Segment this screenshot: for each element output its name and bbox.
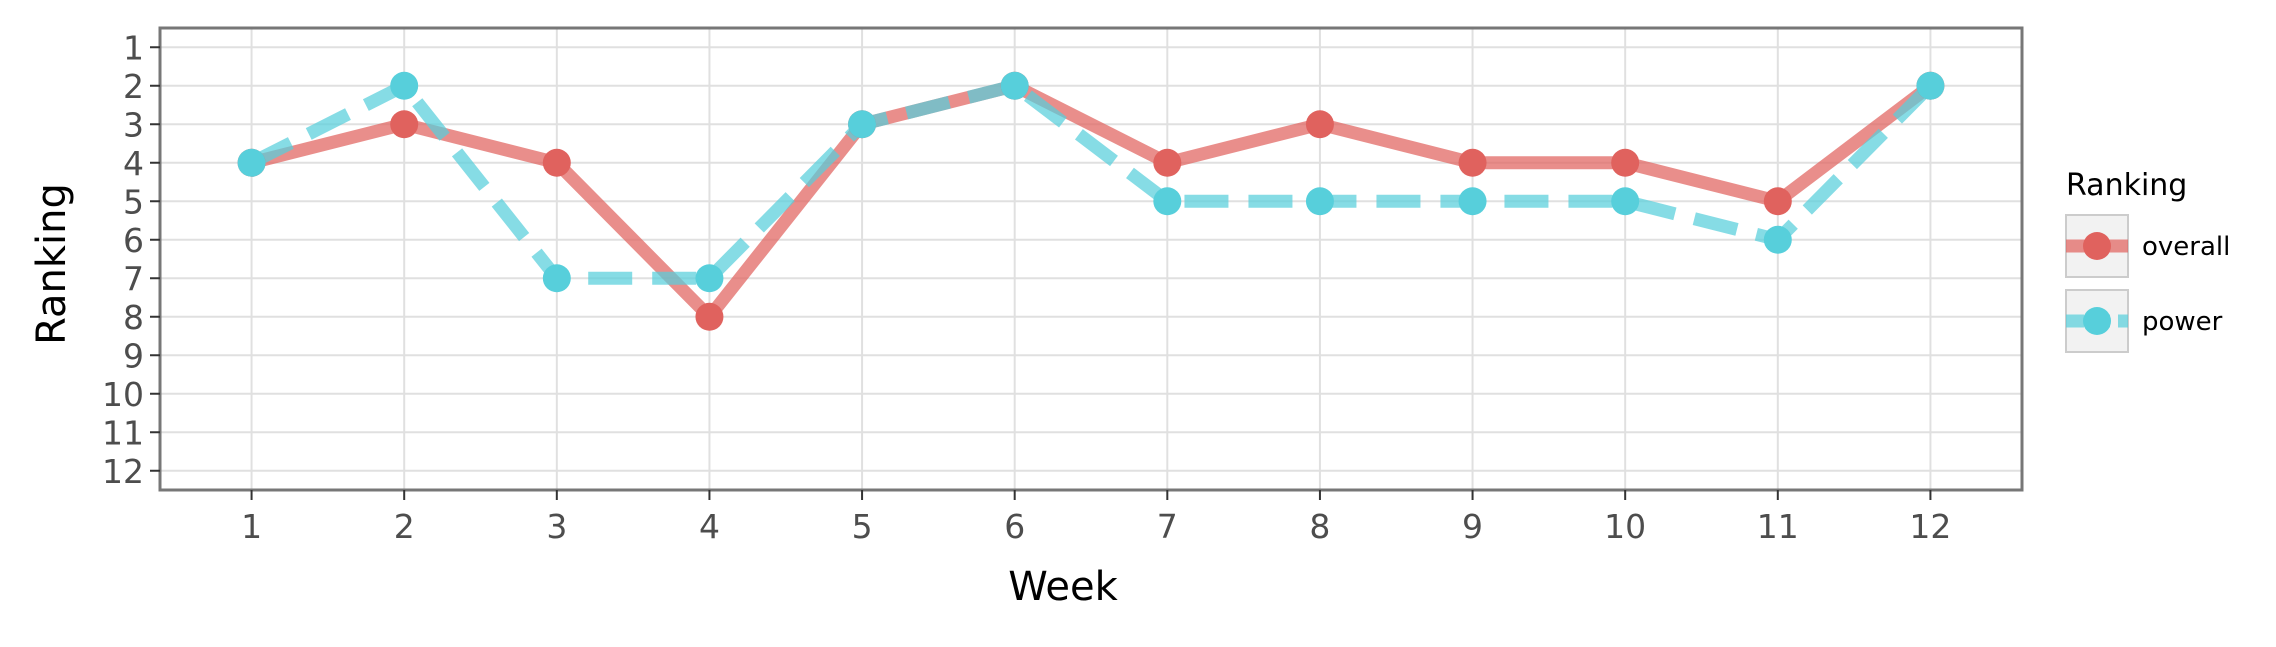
y-tick-label: 10 (102, 375, 144, 414)
legend-item-power: power (2065, 289, 2223, 353)
series-line-power (248, 79, 1936, 285)
x-tick-label: 3 (546, 507, 567, 546)
legend-key-point (2083, 232, 2111, 260)
legend-key-point (2083, 307, 2111, 335)
data-point-power (1000, 71, 1029, 100)
y-tick-label: 8 (123, 298, 144, 337)
data-point-power (1916, 71, 1945, 100)
series-lines (248, 79, 1936, 324)
data-point-overall (1611, 148, 1640, 177)
legend-label-power: power (2142, 307, 2223, 337)
grid-lines (160, 28, 2022, 490)
plot-panel (160, 28, 2022, 490)
y-tick-label: 6 (123, 221, 144, 260)
y-tick-label: 5 (123, 182, 144, 221)
y-axis-title: Ranking (29, 183, 75, 345)
y-tick-label: 3 (123, 105, 144, 144)
plot-border (158, 26, 2024, 492)
x-tick-label: 1 (241, 507, 262, 546)
x-tick-label: 11 (1757, 507, 1799, 546)
y-tick-label: 7 (123, 259, 144, 298)
x-axis-title: Week (1008, 564, 1118, 610)
x-tick-label: 5 (852, 507, 873, 546)
data-point-overall (1458, 148, 1487, 177)
x-tick-label: 12 (1909, 507, 1951, 546)
data-point-power (848, 110, 877, 139)
data-point-overall (695, 302, 724, 331)
legend-items: overall power (2065, 214, 2230, 353)
x-tick-label: 9 (1462, 507, 1483, 546)
data-point-power (1305, 187, 1334, 216)
y-tick-label: 2 (123, 67, 144, 106)
series-points (237, 71, 1945, 331)
data-point-power (1763, 225, 1792, 254)
legend-item-overall: overall (2065, 214, 2230, 278)
x-tick-label: 2 (394, 507, 415, 546)
data-point-power (1153, 187, 1182, 216)
legend-label-overall: overall (2142, 232, 2230, 262)
y-tick-label: 1 (123, 28, 144, 67)
legend-title: Ranking (2066, 168, 2187, 203)
data-point-power (237, 148, 266, 177)
x-tick-label: 6 (1004, 507, 1025, 546)
x-tick-label: 7 (1157, 507, 1178, 546)
data-point-power (390, 71, 419, 100)
data-point-overall (1763, 187, 1792, 216)
y-tick-label: 9 (123, 336, 144, 375)
data-point-overall (1305, 110, 1334, 139)
data-point-overall (542, 148, 571, 177)
x-axis-ticks: 1 2 3 4 5 6 7 8 9 10 11 12 (241, 490, 1951, 546)
y-tick-label: 4 (123, 144, 144, 183)
y-tick-label: 12 (102, 452, 144, 491)
data-point-overall (390, 110, 419, 139)
data-point-power (695, 264, 724, 293)
x-tick-label: 4 (699, 507, 720, 546)
data-point-overall (1153, 148, 1182, 177)
data-point-power (542, 264, 571, 293)
data-point-power (1458, 187, 1487, 216)
series-line-overall (249, 79, 1935, 324)
legend: Ranking overall power (2065, 168, 2230, 353)
y-tick-label: 11 (102, 413, 144, 452)
x-tick-label: 8 (1309, 507, 1330, 546)
data-point-power (1611, 187, 1640, 216)
x-tick-label: 10 (1604, 507, 1646, 546)
